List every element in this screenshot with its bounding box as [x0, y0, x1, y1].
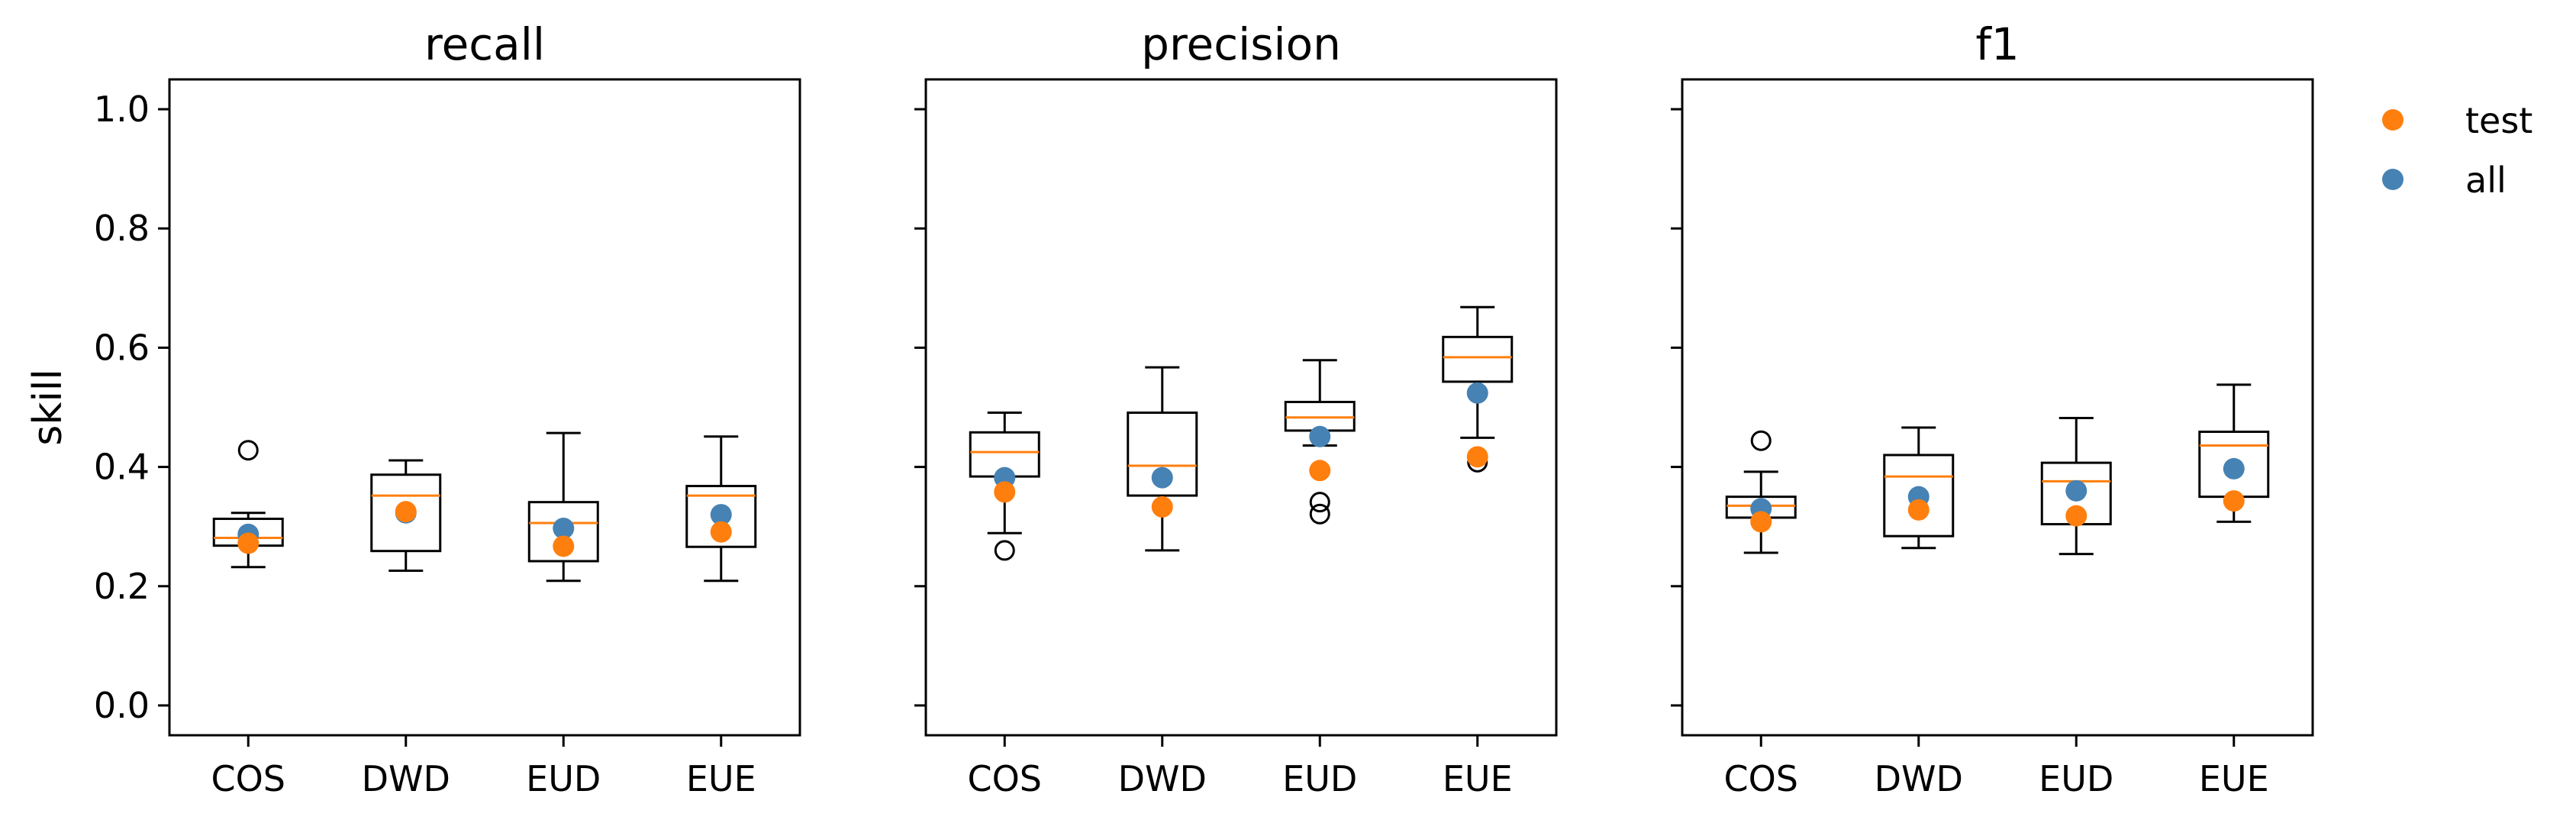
box-precision-DWD	[1127, 412, 1198, 497]
y-tick-label: 0.4	[94, 447, 150, 488]
x-tick-label-EUD: EUD	[2039, 758, 2113, 799]
all-point-precision-DWD	[1151, 466, 1173, 489]
test-point-f1-COS	[1750, 511, 1772, 533]
box-precision-EUE	[1442, 335, 1514, 383]
all-point-recall-EUD	[553, 518, 575, 540]
box-recall-DWD	[370, 473, 442, 553]
box-recall-EUD	[527, 501, 599, 563]
test-point-f1-EUD	[2065, 505, 2088, 527]
all-point-precision-EUD	[1309, 425, 1331, 447]
panel-title-recall: recall	[424, 18, 545, 70]
test-point-precision-COS	[994, 481, 1016, 503]
all-point-f1-EUE	[2223, 457, 2245, 479]
test-point-recall-EUE	[710, 521, 732, 543]
box-f1-DWD	[1883, 454, 1955, 538]
x-tick-label-EUE: EUE	[1443, 758, 1513, 799]
panel-title-precision: precision	[1141, 18, 1341, 70]
panel-title-f1: f1	[1975, 18, 2019, 70]
x-tick-label-EUD: EUD	[526, 758, 601, 799]
test-point-f1-EUE	[2223, 490, 2245, 512]
test-point-precision-DWD	[1151, 496, 1173, 518]
test-point-precision-EUE	[1466, 446, 1488, 468]
legend-label-all: all	[2465, 160, 2507, 201]
box-recall-EUE	[685, 485, 757, 548]
all-point-f1-EUD	[2065, 479, 2088, 502]
flier-recall-COS-0	[237, 440, 259, 461]
x-tick-label-COS: COS	[967, 758, 1042, 799]
test-point-recall-DWD	[395, 501, 417, 523]
x-tick-label-EUE: EUE	[686, 758, 756, 799]
y-tick-label: 0.0	[94, 685, 150, 726]
x-tick-label-COS: COS	[1723, 758, 1798, 799]
panel-frame-precision	[924, 78, 1558, 737]
x-tick-label-EUD: EUD	[1282, 758, 1357, 799]
panel-frame-f1	[1681, 78, 2314, 737]
x-tick-label-DWD: DWD	[1875, 758, 1963, 799]
flier-precision-EUD-0	[1309, 492, 1330, 513]
all-point-recall-EUE	[710, 504, 732, 526]
panel-frame-recall	[168, 78, 801, 737]
legend-marker-all	[2382, 169, 2404, 190]
flier-precision-EUD-1	[1309, 503, 1330, 525]
test-point-f1-DWD	[1907, 499, 1930, 521]
y-tick-label: 0.2	[94, 566, 150, 607]
y-tick-label: 1.0	[94, 89, 150, 130]
y-axis-label: skill	[25, 369, 71, 446]
test-point-precision-EUD	[1309, 460, 1331, 482]
test-point-recall-COS	[237, 532, 260, 554]
all-point-precision-EUE	[1466, 382, 1488, 404]
y-tick-label: 0.8	[94, 208, 150, 249]
x-tick-label-COS: COS	[211, 758, 285, 799]
x-tick-label-EUE: EUE	[2199, 758, 2269, 799]
test-point-recall-EUD	[553, 535, 575, 557]
x-tick-label-DWD: DWD	[1118, 758, 1207, 799]
flier-precision-COS-0	[994, 540, 1015, 561]
legend-label-test: test	[2465, 100, 2532, 141]
flier-f1-COS-0	[1750, 430, 1772, 451]
y-tick-label: 0.6	[94, 327, 150, 368]
x-tick-label-DWD: DWD	[362, 758, 450, 799]
legend-marker-test	[2382, 109, 2404, 131]
